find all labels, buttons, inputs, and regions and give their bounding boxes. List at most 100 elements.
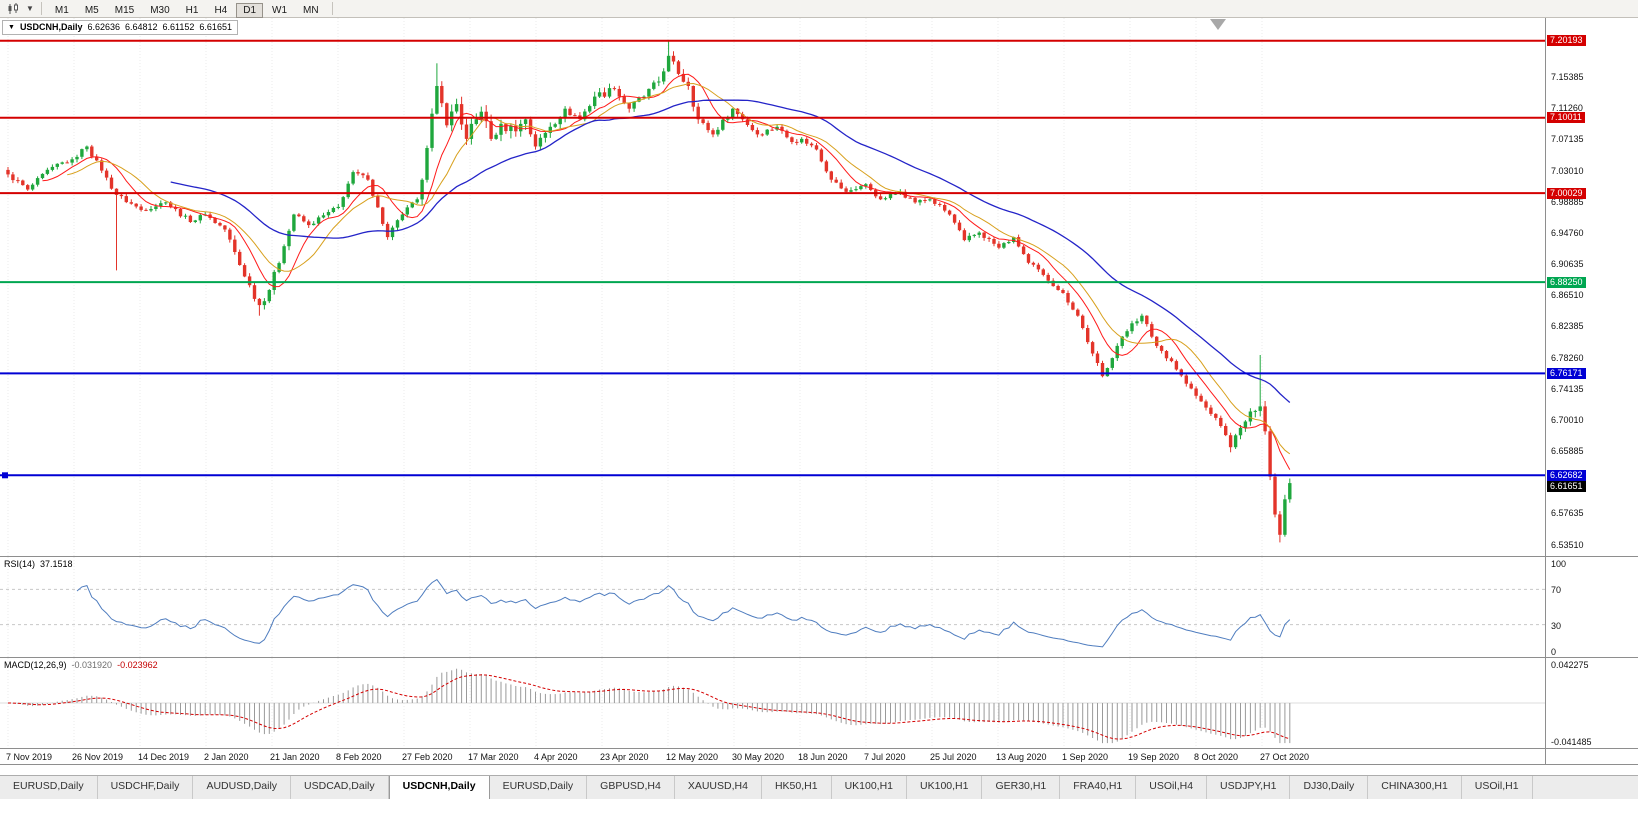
timeframe-button-m1[interactable]: M1 [54,4,69,16]
collapse-triangle-icon[interactable]: ▼ [8,24,15,31]
date-tick-label: 18 Jun 2020 [798,752,848,762]
rsi-indicator-canvas[interactable] [0,557,1545,657]
date-tick-label: 30 May 2020 [732,752,785,762]
chart-tab-eurusd-daily[interactable]: EURUSD,Daily [489,776,588,799]
chart-window-bottom-border [0,764,1638,765]
macd-label: MACD(12,26,9) -0.031920 -0.023962 [4,660,158,671]
pane-separator[interactable] [0,748,1638,749]
date-tick-label: 25 Jul 2020 [930,752,977,762]
rsi-name: RSI(14) [4,559,36,569]
chart-tab-usdchf-daily[interactable]: USDCHF,Daily [97,776,194,799]
candlestick-chart-icon[interactable] [5,2,23,16]
chart-tab-usdcnh-daily[interactable]: USDCNH,Daily [388,776,490,799]
chart-tab-china300-h1[interactable]: CHINA300,H1 [1368,776,1462,799]
timeframe-button-m15[interactable]: M15 [114,4,135,16]
price-tag-7.00029: 7.00029 [1547,187,1586,199]
hline-selection-handle[interactable] [2,472,8,479]
chart-tab-usoil-h4[interactable]: USOil,H4 [1136,776,1208,799]
date-tick-label: 8 Feb 2020 [336,752,382,762]
timeframe-button-m5[interactable]: M5 [84,4,99,16]
current-price-tag: 6.61651 [1547,480,1586,492]
macd-main-value: -0.031920 [71,660,113,670]
date-tick-label: 12 May 2020 [666,752,719,762]
chart-tab-gbpusd-h4[interactable]: GBPUSD,H4 [587,776,675,799]
price-tick-label: 6.74135 [1551,383,1584,394]
price-tag-7.20193: 7.20193 [1547,35,1586,47]
price-tick-label: 6.94760 [1551,227,1584,238]
date-tick-label: 26 Nov 2019 [72,752,124,762]
macd-scale-label: 0.042275 [1551,660,1589,670]
price-tag-6.62682: 6.62682 [1547,469,1586,481]
chart-tab-usdjpy-h1[interactable]: USDJPY,H1 [1207,776,1291,799]
date-axis[interactable]: 7 Nov 2019 26 Nov 2019 14 Dec 2019 2 Jan 20… [0,749,1545,764]
price-tag-7.10011: 7.10011 [1547,112,1585,124]
chart-tab-dj30-daily[interactable]: DJ30,Daily [1290,776,1369,799]
chart-tab-xauusd-h4[interactable]: XAUUSD,H4 [674,776,762,799]
date-tick-label: 8 Oct 2020 [1194,752,1239,762]
timeframe-button-h4[interactable]: H4 [214,4,228,16]
price-tick-label: 7.07135 [1551,134,1584,145]
date-tick-label: 4 Apr 2020 [534,752,578,762]
price-tick-label: 6.65885 [1551,446,1584,457]
price-axis[interactable]: 7.15385 7.11260 7.07135 7.03010 6.98885 6.947… [1545,18,1638,764]
price-tick-label: 6.53510 [1551,539,1584,550]
timeframe-button-m30[interactable]: M30 [150,4,170,16]
price-tick-label: 6.57635 [1551,508,1584,519]
ohlc-open: 6.62636 [87,22,120,32]
date-tick-label: 2 Jan 2020 [204,752,249,762]
macd-scale-label: -0.041485 [1551,737,1592,747]
price-tick-label: 7.11260 [1551,103,1583,114]
chart-tab-ger30-h1[interactable]: GER30,H1 [982,776,1061,799]
timeframe-button-h1[interactable]: H1 [185,4,199,16]
macd-indicator-canvas[interactable] [0,658,1545,748]
chart-tab-eurusd-daily[interactable]: EURUSD,Daily [0,776,98,799]
pane-separator[interactable] [0,556,1638,557]
date-tick-label: 13 Aug 2020 [996,752,1047,762]
chart-tab-hk50-h1[interactable]: HK50,H1 [761,776,832,799]
date-tick-label: 7 Nov 2019 [6,752,53,762]
price-tag-6.88250: 6.88250 [1547,276,1586,288]
symbol-ohlc-header: ▼ USDCNH,Daily 6.62636 6.64812 6.61152 6… [2,20,238,35]
chart-tab-usoil-h1[interactable]: USOil,H1 [1461,776,1533,799]
date-tick-label: 19 Sep 2020 [1128,752,1180,762]
rsi-scale-label: 100 [1551,559,1567,569]
price-tick-label: 6.78260 [1551,352,1584,363]
price-tick-label: 6.70010 [1551,414,1584,425]
chart-window: ▼ USDCNH,Daily 6.62636 6.64812 6.61152 6… [0,18,1638,765]
price-tick-label: 6.86510 [1551,290,1584,301]
price-tick-label: 6.82385 [1551,321,1584,332]
date-tick-label: 17 Mar 2020 [468,752,519,762]
rsi-scale-label: 30 [1551,620,1562,631]
main-chart-canvas[interactable] [0,18,1545,556]
chart-tab-audusd-daily[interactable]: AUDUSD,Daily [193,776,292,799]
date-tick-label: 1 Sep 2020 [1062,752,1109,762]
chart-tab-fra40-h1[interactable]: FRA40,H1 [1060,776,1137,799]
timeframe-button-d1[interactable]: D1 [236,2,264,18]
chart-shift-marker[interactable] [1210,19,1226,30]
date-tick-label: 23 Apr 2020 [600,752,649,762]
toolbar-separator [40,2,42,15]
rsi-scale-label: 0 [1551,647,1557,657]
caret-down-icon[interactable]: ▼ [26,4,34,13]
toolbar-separator [331,2,333,15]
chart-tab-uk100-h1[interactable]: UK100,H1 [831,776,908,799]
timeframe-toolbar: ▼ M1 M5 M15 M30 H1 H4 D1 W1 MN [0,0,1638,18]
price-tick-label: 6.98885 [1551,196,1584,207]
chart-tab-usdcad-daily[interactable]: USDCAD,Daily [291,776,389,799]
timeframe-button-mn[interactable]: MN [303,4,319,16]
rsi-scale-label: 70 [1551,585,1562,596]
pane-separator[interactable] [0,657,1638,658]
symbol-name: USDCNH,Daily [19,22,83,32]
ohlc-high: 6.64812 [125,22,158,32]
ohlc-close: 6.61651 [199,22,232,32]
chart-tabs-bar: EURUSD,Daily USDCHF,Daily AUDUSD,Daily USDC… [0,775,1638,799]
price-tag-6.76171: 6.76171 [1547,367,1586,379]
price-tick-label: 6.90635 [1551,259,1584,270]
price-tick-label: 7.15385 [1551,72,1584,83]
price-tick-label: 7.03010 [1551,165,1584,176]
rsi-value: 37.1518 [40,559,73,569]
rsi-label: RSI(14) 37.1518 [4,559,73,570]
chart-tab-uk100-h1[interactable]: UK100,H1 [907,776,983,799]
timeframe-button-w1[interactable]: W1 [272,4,288,16]
